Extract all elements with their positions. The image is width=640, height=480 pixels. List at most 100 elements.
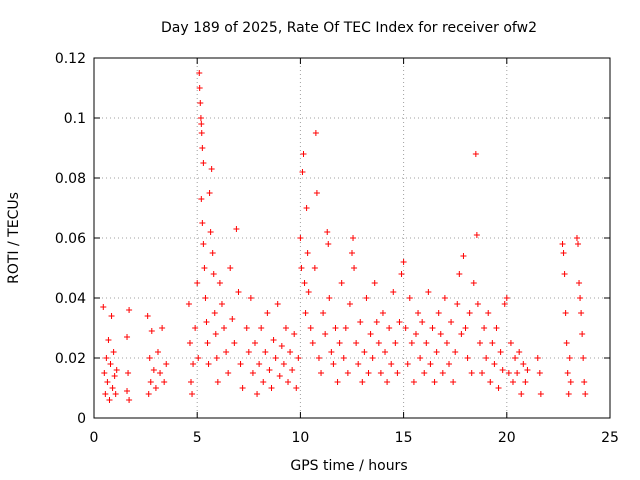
data-point-marker xyxy=(582,391,589,397)
data-point-marker xyxy=(421,370,428,376)
data-point-marker xyxy=(315,355,322,361)
data-point-marker xyxy=(499,367,506,373)
data-point-marker xyxy=(505,370,512,376)
data-point-marker xyxy=(100,304,107,310)
data-point-marker xyxy=(514,370,521,376)
data-point-marker xyxy=(563,340,570,346)
y-axis-label: ROTI / TECUs xyxy=(6,192,22,284)
data-point-marker xyxy=(245,349,252,355)
data-point-marker xyxy=(304,250,311,256)
data-point-marker xyxy=(233,226,240,232)
data-point-marker xyxy=(146,355,153,361)
data-point-marker xyxy=(207,229,214,235)
y-tick-label: 0.02 xyxy=(55,351,86,367)
data-point-marker xyxy=(124,388,131,394)
y-tick-label: 0.08 xyxy=(55,171,86,187)
data-point-marker xyxy=(103,355,110,361)
data-point-marker xyxy=(110,349,117,355)
data-point-marker xyxy=(431,379,438,385)
data-point-marker xyxy=(462,325,469,331)
data-point-marker xyxy=(338,280,345,286)
data-point-marker xyxy=(105,337,112,343)
data-point-marker xyxy=(225,370,232,376)
data-point-marker xyxy=(577,295,584,301)
data-point-marker xyxy=(112,391,119,397)
data-point-marker xyxy=(300,151,307,157)
data-point-marker xyxy=(567,379,574,385)
data-point-marker xyxy=(101,370,108,376)
data-point-marker xyxy=(203,319,210,325)
data-point-marker xyxy=(216,280,223,286)
data-point-marker xyxy=(450,379,457,385)
x-tick-label: 10 xyxy=(291,430,309,446)
data-point-marker xyxy=(260,379,267,385)
data-point-marker xyxy=(276,373,283,379)
data-point-marker xyxy=(258,325,265,331)
data-point-marker xyxy=(301,280,308,286)
data-point-marker xyxy=(264,310,271,316)
data-point-marker xyxy=(359,379,366,385)
data-point-marker xyxy=(456,271,463,277)
data-point-marker xyxy=(522,379,529,385)
data-point-marker xyxy=(429,325,436,331)
x-tick-label: 25 xyxy=(601,430,619,446)
y-tick-label: 0.12 xyxy=(55,51,86,67)
chart-title: Day 189 of 2025, Rate Of TEC Index for r… xyxy=(161,20,537,36)
data-point-marker xyxy=(150,367,157,373)
data-point-marker xyxy=(202,295,209,301)
data-point-marker xyxy=(274,301,281,307)
data-point-marker xyxy=(289,367,296,373)
data-point-marker xyxy=(326,295,333,301)
data-point-marker xyxy=(512,355,519,361)
data-point-marker xyxy=(481,325,488,331)
data-point-marker xyxy=(371,280,378,286)
data-point-marker xyxy=(365,370,372,376)
data-point-marker xyxy=(346,301,353,307)
x-tick-label: 5 xyxy=(193,430,202,446)
data-point-marker xyxy=(363,295,370,301)
data-points xyxy=(100,70,589,403)
data-point-marker xyxy=(351,265,358,271)
data-point-marker xyxy=(576,280,583,286)
y-tick-label: 0.1 xyxy=(64,111,86,127)
data-point-marker xyxy=(291,331,298,337)
data-point-marker xyxy=(254,391,261,397)
data-point-marker xyxy=(126,397,133,403)
data-point-marker xyxy=(209,250,216,256)
data-point-marker xyxy=(560,250,567,256)
data-point-marker xyxy=(102,391,109,397)
data-point-marker xyxy=(125,370,132,376)
data-point-marker xyxy=(435,310,442,316)
data-point-marker xyxy=(578,310,585,316)
x-tick-label: 20 xyxy=(498,430,516,446)
data-point-marker xyxy=(379,310,386,316)
data-point-marker xyxy=(270,337,277,343)
data-point-marker xyxy=(312,130,319,136)
y-tick-label: 0.06 xyxy=(55,231,86,247)
data-point-marker xyxy=(336,340,343,346)
data-point-marker xyxy=(468,370,475,376)
data-point-marker xyxy=(249,370,256,376)
data-point-marker xyxy=(446,361,453,367)
data-point-marker xyxy=(266,367,273,373)
data-point-marker xyxy=(210,271,217,277)
data-point-marker xyxy=(357,319,364,325)
data-point-marker xyxy=(235,289,242,295)
data-point-marker xyxy=(472,151,479,157)
data-point-marker xyxy=(419,319,426,325)
data-point-marker xyxy=(412,331,419,337)
data-point-marker xyxy=(113,367,120,373)
y-tick-label: 0 xyxy=(77,411,86,427)
data-point-marker xyxy=(309,340,316,346)
data-point-marker xyxy=(161,379,168,385)
data-point-marker xyxy=(188,379,195,385)
data-point-marker xyxy=(324,229,331,235)
data-point-marker xyxy=(256,361,263,367)
data-point-marker xyxy=(307,325,314,331)
data-point-marker xyxy=(342,325,349,331)
data-point-marker xyxy=(452,349,459,355)
data-point-marker xyxy=(344,370,351,376)
data-point-marker xyxy=(237,361,244,367)
data-point-marker xyxy=(197,115,204,121)
